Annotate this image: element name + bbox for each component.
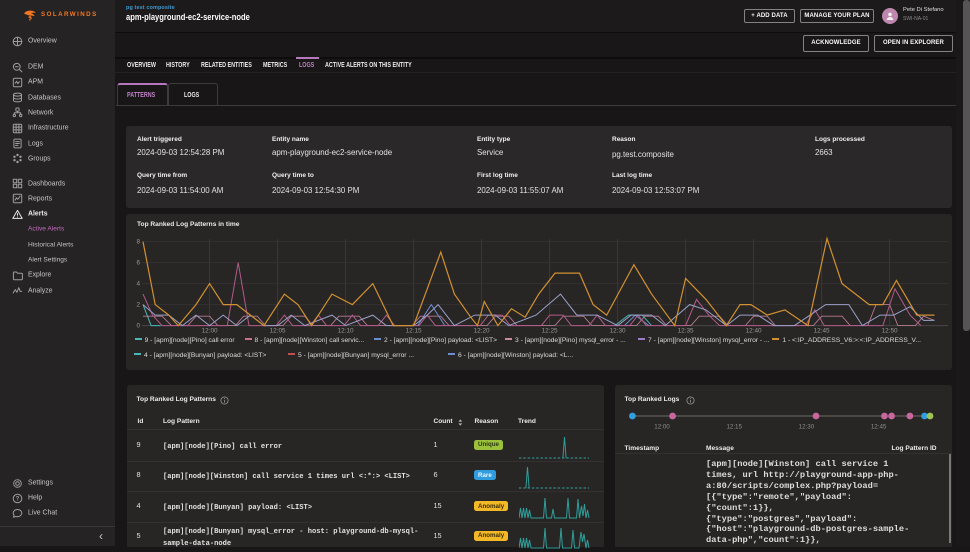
- svg-text:12:45: 12:45: [814, 327, 830, 334]
- svg-text:12:05: 12:05: [270, 327, 286, 334]
- svg-text:12:00: 12:00: [202, 327, 218, 334]
- svg-text:0: 0: [136, 322, 140, 329]
- svg-text:?: ?: [16, 496, 20, 502]
- svg-text:12:30: 12:30: [798, 423, 814, 430]
- svg-text:6: 6: [136, 259, 140, 266]
- svg-text:12:40: 12:40: [746, 327, 762, 334]
- svg-text:12:35: 12:35: [678, 327, 694, 334]
- svg-text:12:15: 12:15: [726, 423, 742, 430]
- svg-text:4: 4: [136, 280, 140, 287]
- svg-text:12:30: 12:30: [610, 327, 626, 334]
- svg-text:12:10: 12:10: [338, 327, 354, 334]
- svg-text:8: 8: [136, 238, 140, 245]
- svg-text:12:00: 12:00: [654, 423, 670, 430]
- svg-text:12:15: 12:15: [406, 327, 422, 334]
- svg-text:2: 2: [136, 301, 140, 308]
- svg-text:12:45: 12:45: [870, 423, 886, 430]
- svg-text:12:25: 12:25: [542, 327, 558, 334]
- svg-text:12:50: 12:50: [882, 327, 898, 334]
- svg-text:12:20: 12:20: [474, 327, 490, 334]
